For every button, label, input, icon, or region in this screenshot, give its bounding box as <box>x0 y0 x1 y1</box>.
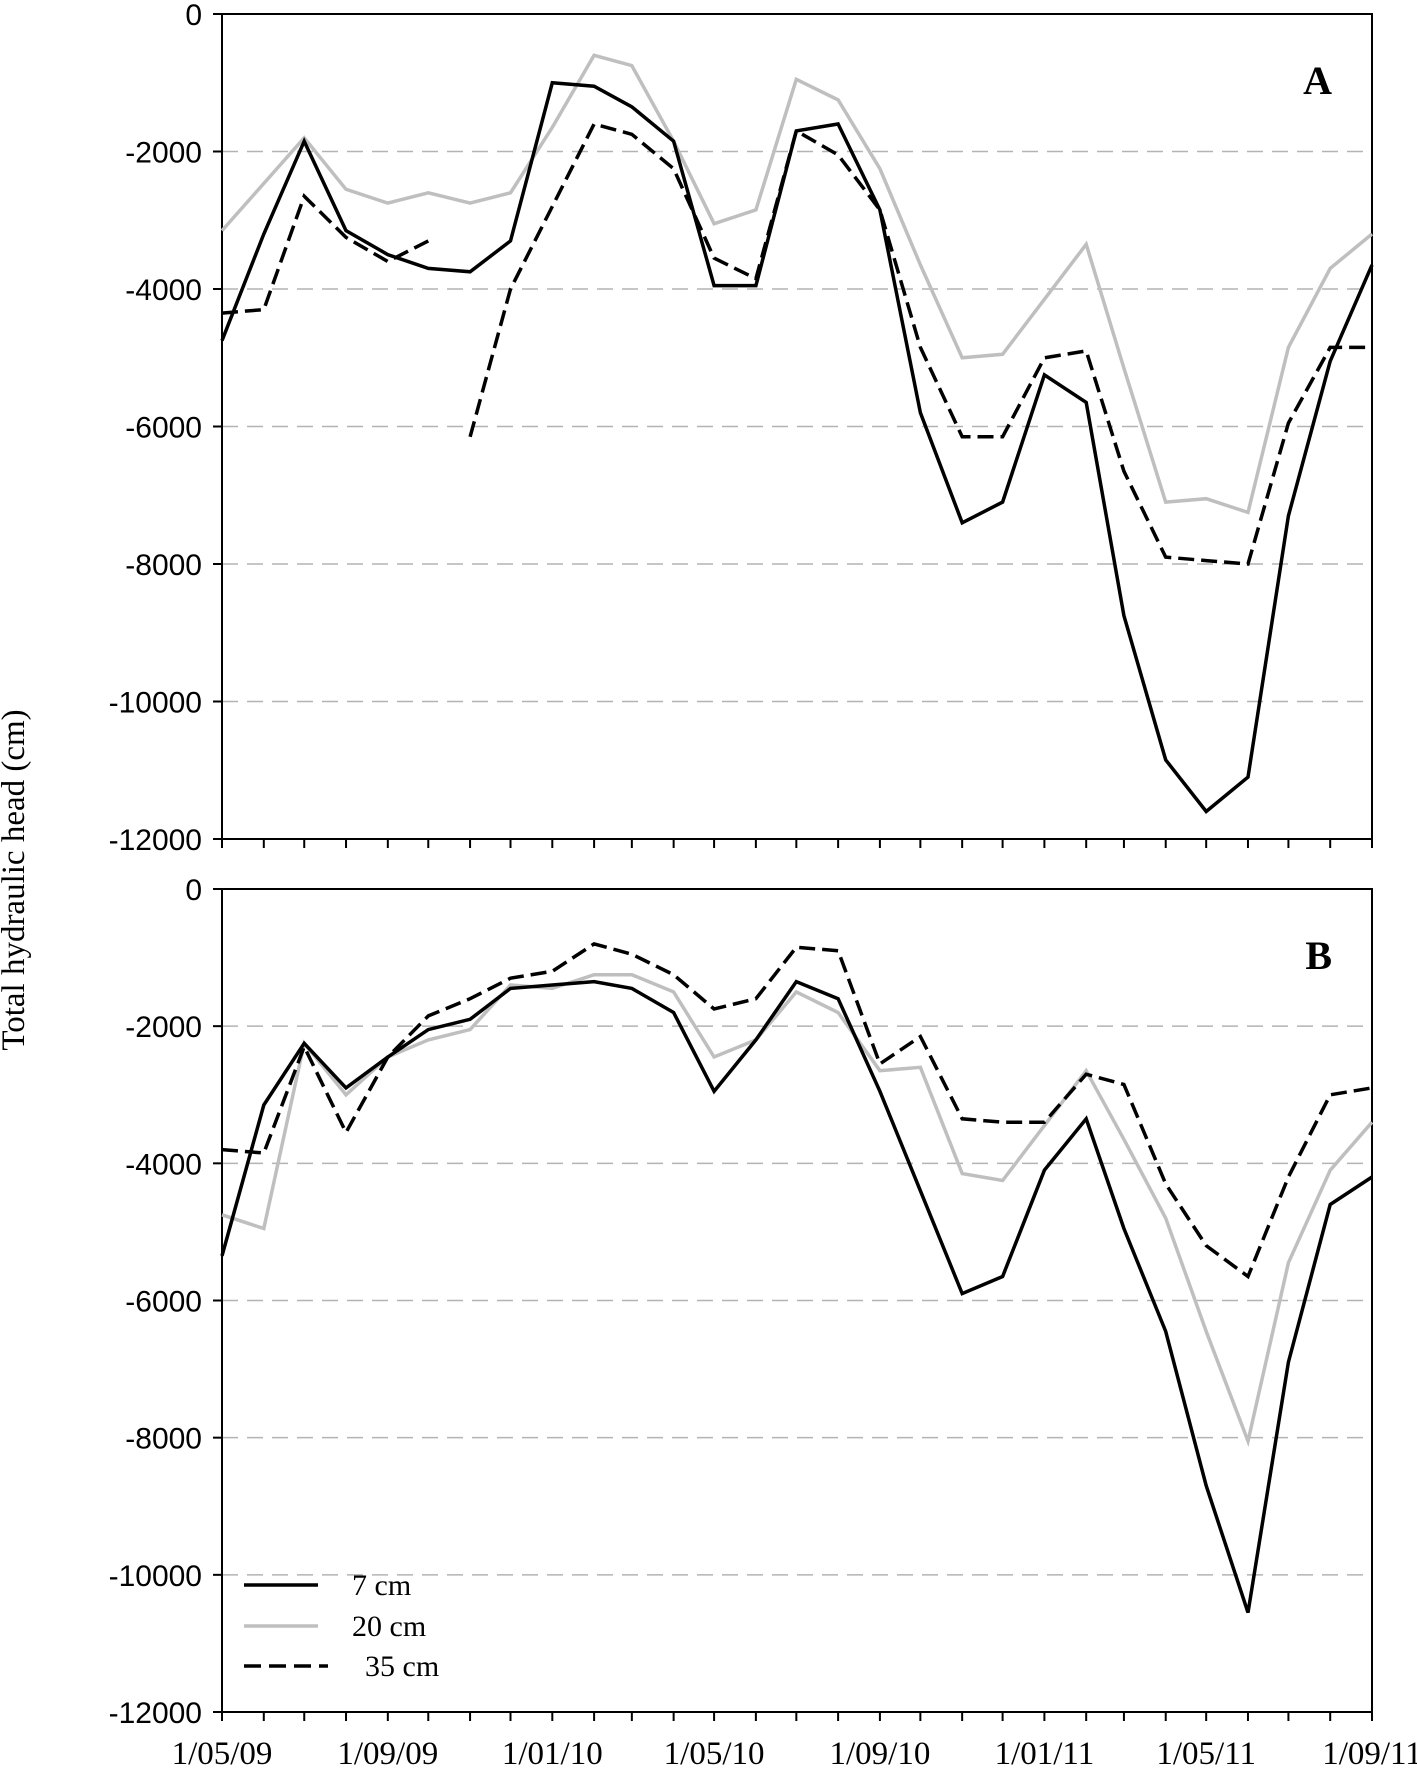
y-tick-label: 0 <box>185 0 202 32</box>
x-tick-label: 1/09/09 <box>337 1736 438 1772</box>
y-tick-label: -10000 <box>109 1560 202 1593</box>
series-line-35cm <box>221 942 1373 1280</box>
y-tick-label: -6000 <box>125 1286 202 1319</box>
series-line-20cm <box>221 972 1374 1448</box>
series-line-35cm <box>221 121 1372 566</box>
legend-label-35cm: 35 cm <box>365 1650 439 1683</box>
y-tick-label: -12000 <box>109 824 202 857</box>
legend: 7 cm 20 cm 35 cm <box>244 1569 439 1683</box>
x-tick-label: 1/05/10 <box>664 1736 765 1772</box>
y-tick-label: -2000 <box>125 137 202 170</box>
gridlines <box>222 150 1372 1576</box>
y-tick-label: -12000 <box>109 1697 202 1730</box>
y-tick-label: -8000 <box>125 1423 202 1456</box>
axes <box>213 13 1373 1721</box>
tick-labels: 0 -2000 -4000 -6000 -8000 -10000 -12000 A 0 -2000… <box>109 0 1417 1772</box>
legend-label-20cm: 20 cm <box>352 1610 426 1643</box>
y-tick-label: 0 <box>185 874 202 907</box>
x-tick-label: 1/01/11 <box>995 1736 1095 1772</box>
legend-label-7cm: 7 cm <box>352 1569 411 1602</box>
y-tick-label: -2000 <box>125 1011 202 1044</box>
panel-label: A <box>1303 58 1332 103</box>
series-line-7cm <box>220 80 1374 814</box>
y-tick-label: -8000 <box>125 549 202 582</box>
series-lines <box>220 53 1374 1614</box>
y-axis-label: Total hydraulic head (cm) <box>0 709 32 1050</box>
panel-label: B <box>1305 933 1332 978</box>
y-tick-label: -4000 <box>125 1148 202 1181</box>
x-tick-label: 1/05/09 <box>172 1736 273 1772</box>
y-tick-label: -4000 <box>125 274 202 307</box>
x-tick-label: 1/05/11 <box>1156 1736 1256 1772</box>
x-tick-label: 1/01/10 <box>502 1736 603 1772</box>
y-tick-label: -6000 <box>125 412 202 445</box>
y-tick-label: -10000 <box>109 687 202 720</box>
x-tick-label: 1/09/10 <box>829 1736 930 1772</box>
x-tick-label: 1/09/11 <box>1322 1736 1417 1772</box>
series-line-20cm <box>220 53 1374 515</box>
series-line-7cm <box>220 979 1373 1614</box>
